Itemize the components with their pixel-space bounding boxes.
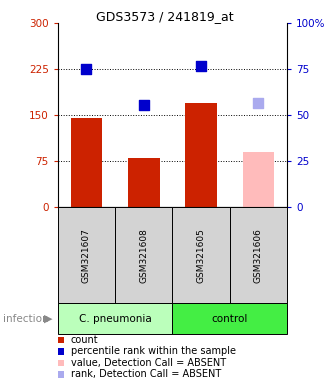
Text: percentile rank within the sample: percentile rank within the sample <box>71 346 236 356</box>
Bar <box>185 103 217 207</box>
Text: GSM321606: GSM321606 <box>254 228 263 283</box>
Bar <box>172 207 230 303</box>
Bar <box>230 207 287 303</box>
Point <box>84 66 89 72</box>
Text: count: count <box>71 335 98 345</box>
Point <box>256 100 261 106</box>
Text: rank, Detection Call = ABSENT: rank, Detection Call = ABSENT <box>71 369 221 379</box>
Bar <box>58 207 115 303</box>
Bar <box>71 118 102 207</box>
Point <box>198 63 204 69</box>
Bar <box>58 303 172 334</box>
Text: GSM321605: GSM321605 <box>197 228 206 283</box>
Text: infection: infection <box>3 314 49 324</box>
Bar <box>128 158 159 207</box>
Text: GDS3573 / 241819_at: GDS3573 / 241819_at <box>96 10 234 23</box>
Text: GSM321608: GSM321608 <box>139 228 148 283</box>
Text: value, Detection Call = ABSENT: value, Detection Call = ABSENT <box>71 358 226 368</box>
Point <box>141 102 147 108</box>
Bar <box>115 207 172 303</box>
Text: ▶: ▶ <box>44 314 52 324</box>
Text: GSM321607: GSM321607 <box>82 228 91 283</box>
Bar <box>172 303 287 334</box>
Text: C. pneumonia: C. pneumonia <box>79 314 151 324</box>
Bar <box>243 152 274 207</box>
Text: control: control <box>212 314 248 324</box>
